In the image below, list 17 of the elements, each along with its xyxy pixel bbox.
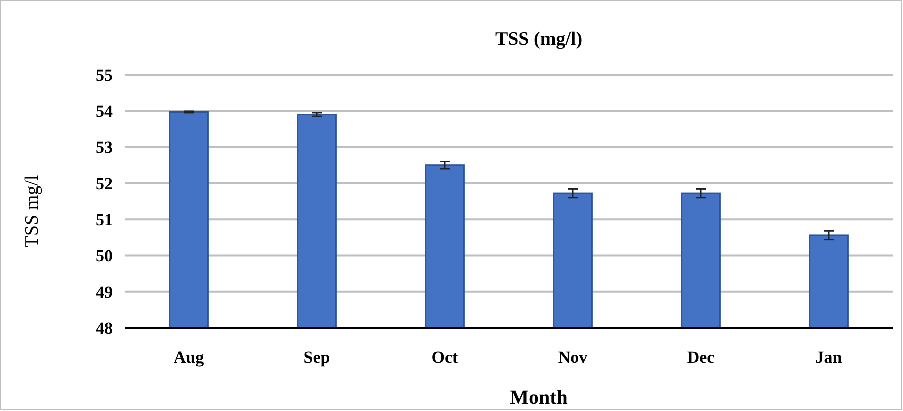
chart-title: TSS (mg/l) (495, 29, 583, 50)
x-tick-label: Jan (816, 348, 843, 367)
y-tick-label: 55 (96, 66, 113, 85)
y-tick-label: 50 (96, 246, 113, 266)
x-tick-label: Dec (687, 348, 716, 367)
y-tick-label: 48 (96, 318, 113, 338)
y-tick-label: 53 (96, 138, 113, 158)
x-tick-label: Aug (174, 348, 205, 367)
x-tick-label: Oct (432, 348, 459, 367)
x-axis-title: Month (510, 387, 568, 409)
y-tick-label: 51 (96, 210, 113, 230)
y-tick-label: 52 (96, 174, 113, 194)
y-axis-title: TSS mg/l (22, 175, 43, 248)
y-tick-label: 54 (96, 102, 114, 122)
y-tick-label: 49 (96, 282, 113, 302)
x-tick-label: Sep (304, 348, 330, 367)
x-tick-label: Nov (558, 348, 588, 367)
